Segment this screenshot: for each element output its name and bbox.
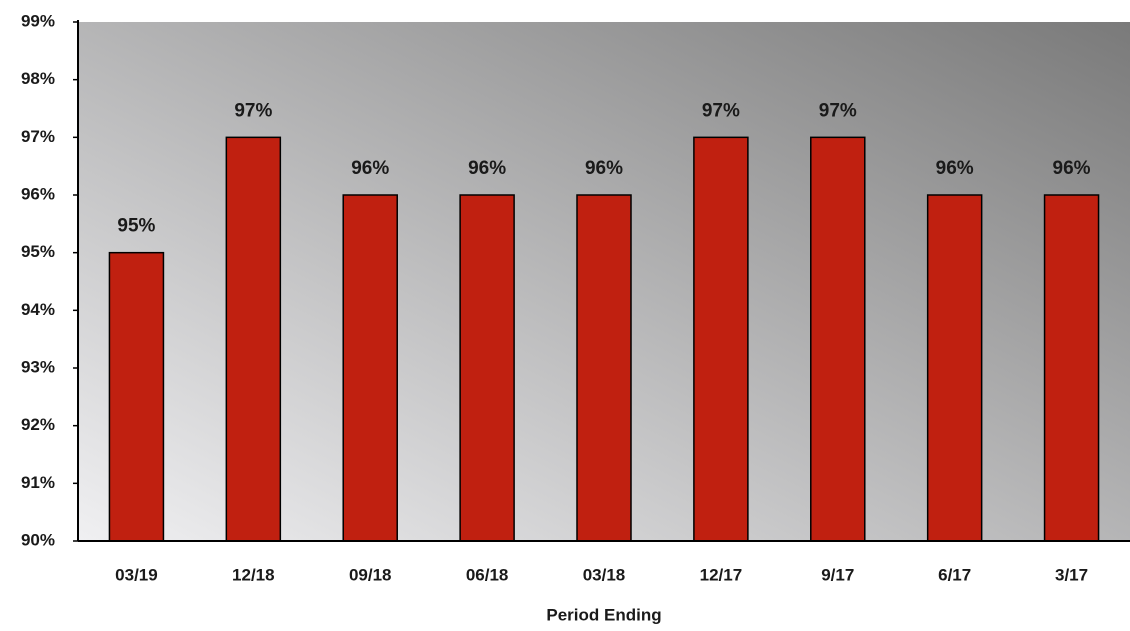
x-tick-label: 03/18	[583, 565, 626, 584]
y-tick-label: 92%	[21, 415, 55, 434]
x-tick-label: 6/17	[938, 565, 971, 584]
y-tick-label: 94%	[21, 300, 55, 319]
bar	[810, 136, 866, 542]
y-tick-label: 99%	[21, 11, 55, 30]
y-tick-label: 96%	[21, 184, 55, 203]
bar	[926, 194, 983, 542]
x-tick-label: 03/19	[115, 565, 158, 584]
bar	[576, 194, 632, 542]
x-tick-label: 3/17	[1055, 565, 1088, 584]
data-label: 96%	[351, 158, 389, 179]
bar	[108, 251, 165, 542]
data-label: 95%	[117, 216, 155, 237]
y-tick-label: 97%	[21, 127, 55, 146]
bar	[342, 194, 398, 542]
data-label: 96%	[1053, 158, 1091, 179]
x-tick-label: 12/18	[232, 565, 275, 584]
data-label: 97%	[234, 100, 272, 121]
x-tick-label: 09/18	[349, 565, 392, 584]
x-tick-label: 06/18	[466, 565, 509, 584]
data-label: 97%	[819, 100, 857, 121]
data-label: 96%	[468, 158, 506, 179]
bar	[693, 136, 749, 542]
data-label: 97%	[702, 100, 740, 121]
x-axis-title: Period Ending	[546, 605, 661, 624]
y-tick-label: 95%	[21, 242, 55, 261]
x-tick-label: 12/17	[700, 565, 743, 584]
data-label: 96%	[936, 158, 974, 179]
y-tick-label: 93%	[21, 357, 55, 376]
y-tick-label: 90%	[21, 530, 55, 549]
bar	[1043, 194, 1100, 542]
y-tick-label: 98%	[21, 69, 55, 88]
bar	[225, 136, 282, 542]
data-label: 96%	[585, 158, 623, 179]
bar	[459, 194, 515, 542]
y-tick-label: 91%	[21, 473, 55, 492]
x-tick-label: 9/17	[821, 565, 854, 584]
